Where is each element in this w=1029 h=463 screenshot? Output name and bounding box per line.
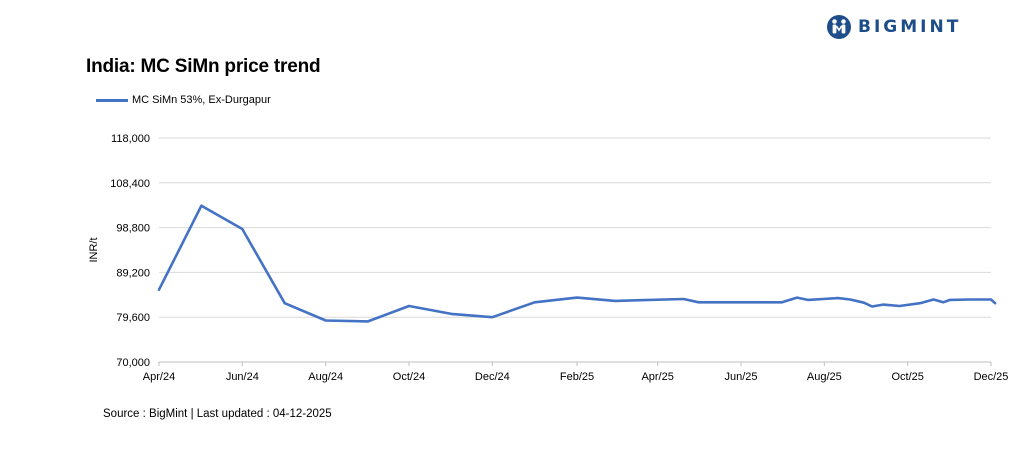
chart-title: India: MC SiMn price trend	[86, 56, 321, 77]
legend-label: MC SiMn 53%, Ex-Durgapur	[132, 94, 271, 106]
brand-logo-text: BIGMINT	[858, 17, 962, 37]
y-tick-label: 108,400	[110, 178, 150, 190]
y-tick-label: 79,600	[116, 312, 150, 324]
x-tick-label: Jun/25	[724, 371, 757, 383]
x-tick-label: Dec/25	[974, 371, 1009, 383]
brand-logo-icon	[827, 15, 851, 39]
chart-legend: MC SiMn 53%, Ex-Durgapur	[96, 94, 271, 106]
x-tick-label: Apr/25	[641, 371, 673, 383]
x-tick-label: Oct/24	[393, 371, 425, 383]
x-tick-label: Aug/25	[807, 371, 842, 383]
legend-swatch	[96, 98, 128, 102]
x-tick-label: Aug/24	[308, 371, 343, 383]
x-tick-label: Dec/24	[475, 371, 510, 383]
x-tick-label: Oct/25	[891, 371, 923, 383]
x-tick-label: Feb/25	[560, 371, 594, 383]
series-line	[157, 204, 997, 323]
y-tick-label: 98,800	[116, 223, 150, 235]
y-tick-label: 89,200	[116, 267, 150, 279]
y-tick-label: 118,000	[111, 133, 150, 145]
x-tick-label: Apr/24	[143, 371, 175, 383]
y-axis-title: INR/t	[88, 237, 100, 262]
x-tick-label: Jun/24	[226, 371, 259, 383]
source-note: Source : BigMint | Last updated : 04-12-…	[103, 408, 332, 420]
brand-logo: BIGMINT	[826, 14, 961, 40]
y-tick-label: 70,000	[116, 357, 150, 369]
